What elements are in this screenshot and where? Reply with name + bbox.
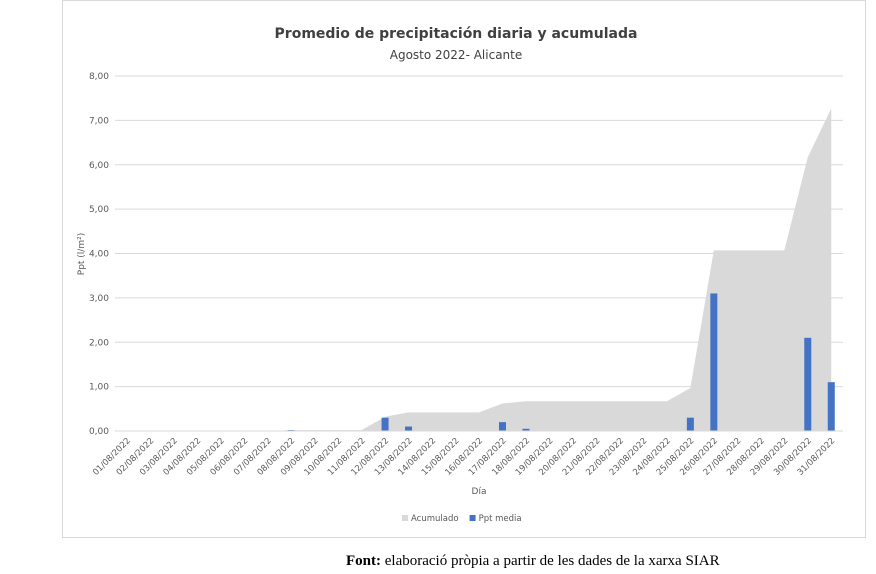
area — [126, 108, 832, 432]
footer: Font: elaboració pròpia a partir de les … — [346, 553, 720, 570]
y-axis-label: Ppt (l/m²) — [77, 233, 87, 275]
chart: Promedio de precipitación diaria y acumu… — [62, 0, 866, 538]
footer-label: Font: — [346, 553, 381, 569]
y-tick-label: 6,00 — [89, 161, 109, 171]
y-tick-label: 7,00 — [89, 116, 109, 126]
chart-subtitle: Agosto 2022- Alicante — [390, 48, 523, 62]
y-tick-label: 3,00 — [89, 294, 109, 304]
bar — [381, 417, 389, 431]
y-tick-label: 4,00 — [89, 250, 109, 260]
y-tick-label: 0,00 — [89, 427, 109, 437]
bar — [827, 382, 835, 431]
legend-label: Ppt media — [479, 514, 522, 524]
x-axis-label: Día — [472, 487, 487, 497]
y-tick-label: 2,00 — [89, 338, 109, 348]
y-tick-label: 8,00 — [89, 72, 109, 82]
y-tick-label: 5,00 — [89, 205, 109, 215]
chart-title: Promedio de precipitación diaria y acumu… — [275, 26, 638, 42]
bar — [405, 426, 413, 431]
footer-text: elaboració pròpia a partir de les dades … — [384, 553, 720, 569]
bar — [522, 428, 530, 431]
bar — [498, 422, 506, 431]
legend-label: Acumulado — [411, 514, 459, 524]
legend-swatch — [402, 515, 408, 521]
bar — [710, 293, 718, 431]
bar — [804, 337, 812, 431]
y-tick-label: 1,00 — [89, 383, 109, 393]
legend-swatch — [469, 515, 476, 521]
bar — [686, 417, 694, 431]
